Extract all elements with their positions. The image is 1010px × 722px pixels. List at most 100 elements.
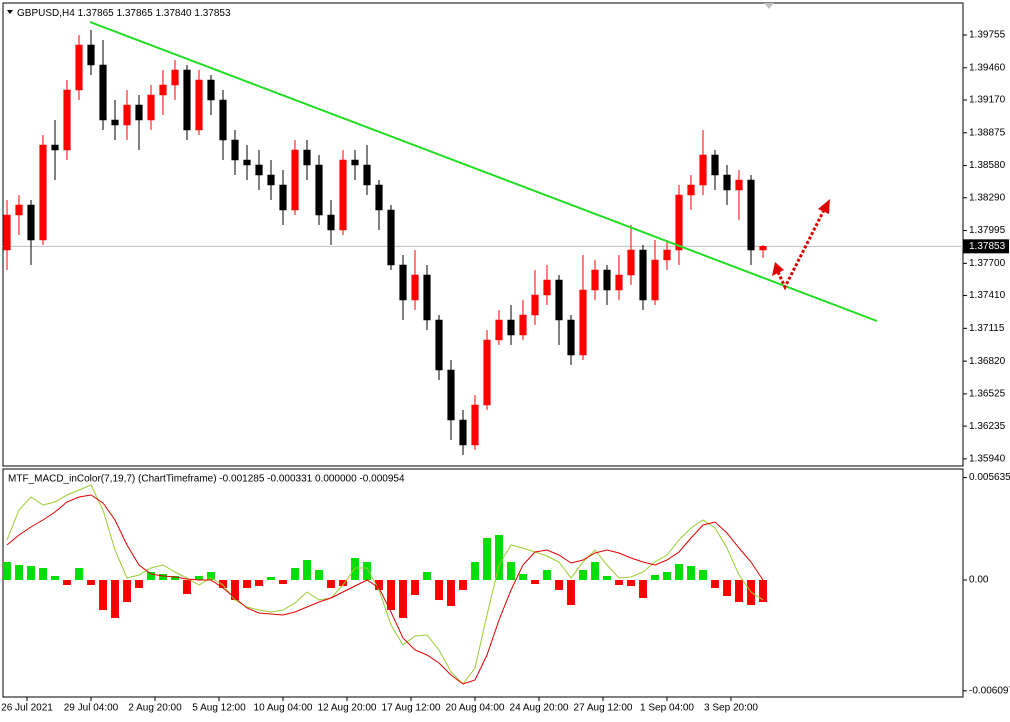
histogram-bar	[207, 572, 215, 580]
high-text: 1.37865	[117, 8, 154, 19]
x-tick-label: 24 Aug 20:00	[510, 703, 569, 714]
candle-body	[315, 164, 323, 216]
x-tick-label: 10 Aug 04:00	[254, 703, 313, 714]
candle-body	[351, 159, 359, 166]
x-tick-label: 20 Aug 04:00	[446, 703, 505, 714]
candle-body	[339, 159, 347, 231]
histogram-bar	[75, 568, 83, 580]
x-tick-label: 26 Jul 2021	[1, 703, 53, 714]
y-tick-label: 1.37115	[969, 323, 1005, 334]
histogram-bar	[447, 580, 455, 606]
histogram-bar	[291, 568, 299, 580]
histogram-bar	[543, 570, 551, 580]
histogram-bar	[495, 535, 503, 580]
histogram-bar	[519, 574, 527, 580]
candle-body	[543, 279, 551, 296]
histogram-bar	[399, 580, 407, 618]
last-price-label: 1.37853	[969, 241, 1006, 252]
histogram-bar	[195, 576, 203, 580]
y-tick-label: 1.37995	[969, 225, 1006, 236]
histogram-bar	[279, 580, 287, 584]
candle-body	[615, 274, 623, 291]
histogram-bar	[159, 574, 167, 580]
candle-body	[231, 139, 239, 161]
histogram-bar	[387, 580, 395, 610]
candle-body	[675, 194, 683, 251]
histogram-bar	[219, 580, 227, 588]
candle-body	[711, 154, 719, 176]
x-tick-label: 27 Aug 12:00	[574, 703, 633, 714]
candle-body	[267, 174, 275, 186]
histogram-bar	[171, 576, 179, 580]
trend-line	[89, 21, 878, 322]
candle-body	[363, 164, 371, 186]
candle-body	[27, 204, 35, 241]
histogram-bar	[327, 580, 335, 588]
candle-body	[735, 179, 743, 191]
histogram-bar	[111, 580, 119, 618]
candle-body	[507, 319, 515, 336]
candle-body	[495, 319, 503, 341]
candle-body	[759, 246, 767, 251]
histogram-bar	[147, 572, 155, 580]
histogram-bar	[183, 580, 191, 594]
candle-body	[327, 214, 335, 231]
histogram-bar	[531, 580, 539, 584]
histogram-bar	[87, 580, 95, 585]
candle-body	[603, 269, 611, 291]
histogram-bar	[675, 564, 683, 580]
candle-body	[159, 84, 167, 96]
histogram-bar	[135, 580, 143, 588]
candle-body	[591, 269, 599, 291]
histogram-bar	[603, 576, 611, 580]
candle-body	[39, 144, 47, 241]
candle-body	[651, 259, 659, 301]
histogram-bar	[687, 566, 695, 580]
indicator-line	[6, 484, 764, 685]
arrow-head	[772, 262, 784, 276]
histogram-bar	[339, 580, 347, 586]
x-tick-label: 5 Aug 12:00	[192, 703, 246, 714]
candle-body	[471, 404, 479, 446]
candle-body	[375, 184, 383, 211]
y-tick-label: -0.006097	[969, 685, 1010, 696]
candle-body	[135, 104, 143, 121]
candle-body	[111, 119, 119, 126]
candle-body	[147, 94, 155, 121]
histogram-bar	[51, 576, 59, 580]
x-tick-label: 29 Jul 04:00	[64, 703, 119, 714]
candle-body	[87, 44, 95, 66]
open-text: 1.37865	[78, 8, 115, 19]
candle-body	[255, 164, 263, 176]
candle-body	[51, 144, 59, 151]
histogram-bar	[231, 580, 239, 600]
candle-body	[699, 154, 707, 186]
histogram-bar	[459, 580, 467, 590]
shift-marker	[764, 3, 774, 9]
histogram-bar	[591, 562, 599, 580]
histogram-bar	[315, 570, 323, 580]
candle-body	[63, 89, 71, 151]
low-text: 1.37840	[155, 8, 192, 19]
symbol-title: GBPUSD,H4 1.37865 1.37865 1.37840 1.3785…	[17, 8, 231, 19]
histogram-bar	[267, 577, 275, 580]
candle-body	[687, 184, 695, 196]
candle-body	[555, 279, 563, 321]
histogram-bar	[435, 580, 443, 600]
histogram-bar	[39, 568, 47, 580]
y-tick-label: 1.36525	[969, 389, 1006, 400]
histogram-bar	[471, 562, 479, 580]
histogram-bar	[579, 570, 587, 580]
candle-body	[747, 179, 755, 251]
forecast-arrow	[776, 209, 826, 291]
y-tick-label: 1.36820	[969, 356, 1006, 367]
candle-body	[291, 149, 299, 211]
histogram-bar	[759, 580, 767, 602]
menu-triangle[interactable]	[7, 10, 13, 14]
histogram-bar	[639, 580, 647, 598]
x-tick-label: 12 Aug 20:00	[318, 703, 377, 714]
y-tick-label: 1.36235	[969, 421, 1006, 432]
candle-body	[483, 339, 491, 406]
candle-body	[567, 319, 575, 356]
